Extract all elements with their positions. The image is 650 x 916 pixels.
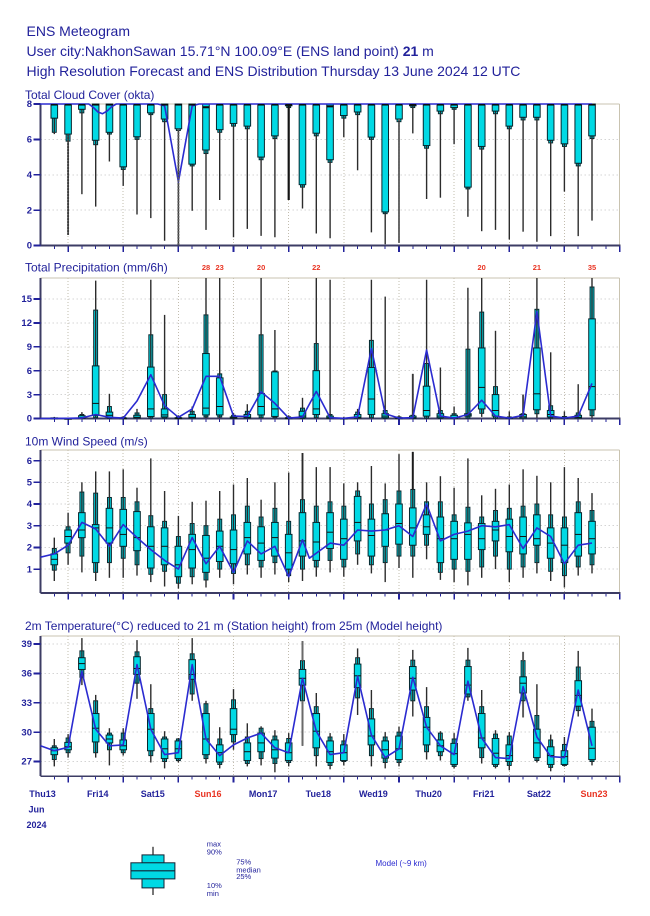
svg-text:Thu13: Thu13: [29, 789, 56, 799]
svg-text:90%: 90%: [207, 847, 222, 856]
svg-text:6: 6: [27, 456, 32, 467]
svg-text:max: max: [207, 839, 221, 848]
svg-text:25%: 25%: [236, 872, 251, 881]
svg-text:30: 30: [21, 727, 32, 738]
svg-text:5: 5: [27, 478, 33, 489]
svg-text:2: 2: [27, 543, 32, 554]
svg-text:Tue18: Tue18: [306, 789, 331, 799]
svg-text:High Resolution Forecast and E: High Resolution Forecast and ENS Distrib…: [27, 63, 521, 79]
svg-text:9: 9: [27, 342, 32, 353]
svg-text:Total Precipitation (mm/6h): Total Precipitation (mm/6h): [25, 261, 168, 275]
svg-text:Sun23: Sun23: [580, 789, 607, 799]
svg-text:Mon17: Mon17: [249, 789, 278, 799]
svg-text:27: 27: [21, 757, 32, 768]
svg-text:3: 3: [27, 390, 32, 401]
svg-text:33: 33: [21, 698, 32, 709]
svg-text:2m Temperature(°C) reduced to: 2m Temperature(°C) reduced to 21 m (Stat…: [25, 619, 442, 633]
svg-text:0: 0: [27, 414, 32, 425]
svg-text:23: 23: [216, 263, 224, 272]
svg-text:4: 4: [27, 170, 33, 181]
svg-text:Total Cloud Cover (okta): Total Cloud Cover (okta): [25, 88, 154, 102]
svg-text:4: 4: [27, 499, 33, 510]
svg-text:User city:NakhonSawan 15.71°N: User city:NakhonSawan 15.71°N 100.09°E (…: [27, 43, 434, 59]
svg-text:6: 6: [27, 135, 32, 146]
svg-text:Fri14: Fri14: [87, 789, 109, 799]
svg-text:39: 39: [21, 639, 32, 650]
svg-text:36: 36: [21, 669, 32, 680]
svg-text:20: 20: [478, 263, 486, 272]
svg-text:Sat15: Sat15: [141, 789, 165, 799]
svg-text:10m Wind Speed (m/s): 10m Wind Speed (m/s): [25, 435, 148, 449]
svg-text:Sun16: Sun16: [194, 789, 221, 799]
svg-text:2024: 2024: [26, 820, 46, 830]
svg-text:28: 28: [202, 263, 210, 272]
svg-text:10%: 10%: [207, 881, 222, 890]
svg-text:1: 1: [27, 564, 33, 575]
svg-text:Sat22: Sat22: [527, 789, 551, 799]
svg-text:35: 35: [588, 263, 596, 272]
svg-text:median: median: [236, 865, 261, 874]
svg-text:0: 0: [27, 241, 32, 252]
svg-text:Model (~9 km): Model (~9 km): [376, 859, 428, 868]
svg-text:3: 3: [27, 521, 32, 532]
svg-text:Thu20: Thu20: [415, 789, 442, 799]
svg-text:75%: 75%: [236, 857, 251, 866]
svg-text:20: 20: [257, 263, 265, 272]
svg-text:6: 6: [27, 366, 32, 377]
svg-text:15: 15: [21, 294, 32, 305]
svg-text:2: 2: [27, 205, 32, 216]
svg-text:8: 8: [27, 99, 32, 110]
svg-text:Fri21: Fri21: [473, 789, 495, 799]
svg-text:21: 21: [533, 263, 541, 272]
svg-text:min: min: [207, 889, 219, 898]
svg-text:ENS Meteogram: ENS Meteogram: [27, 23, 130, 39]
svg-text:Jun: Jun: [28, 805, 44, 815]
svg-text:22: 22: [312, 263, 320, 272]
svg-text:Wed19: Wed19: [359, 789, 388, 799]
svg-text:12: 12: [21, 318, 32, 329]
